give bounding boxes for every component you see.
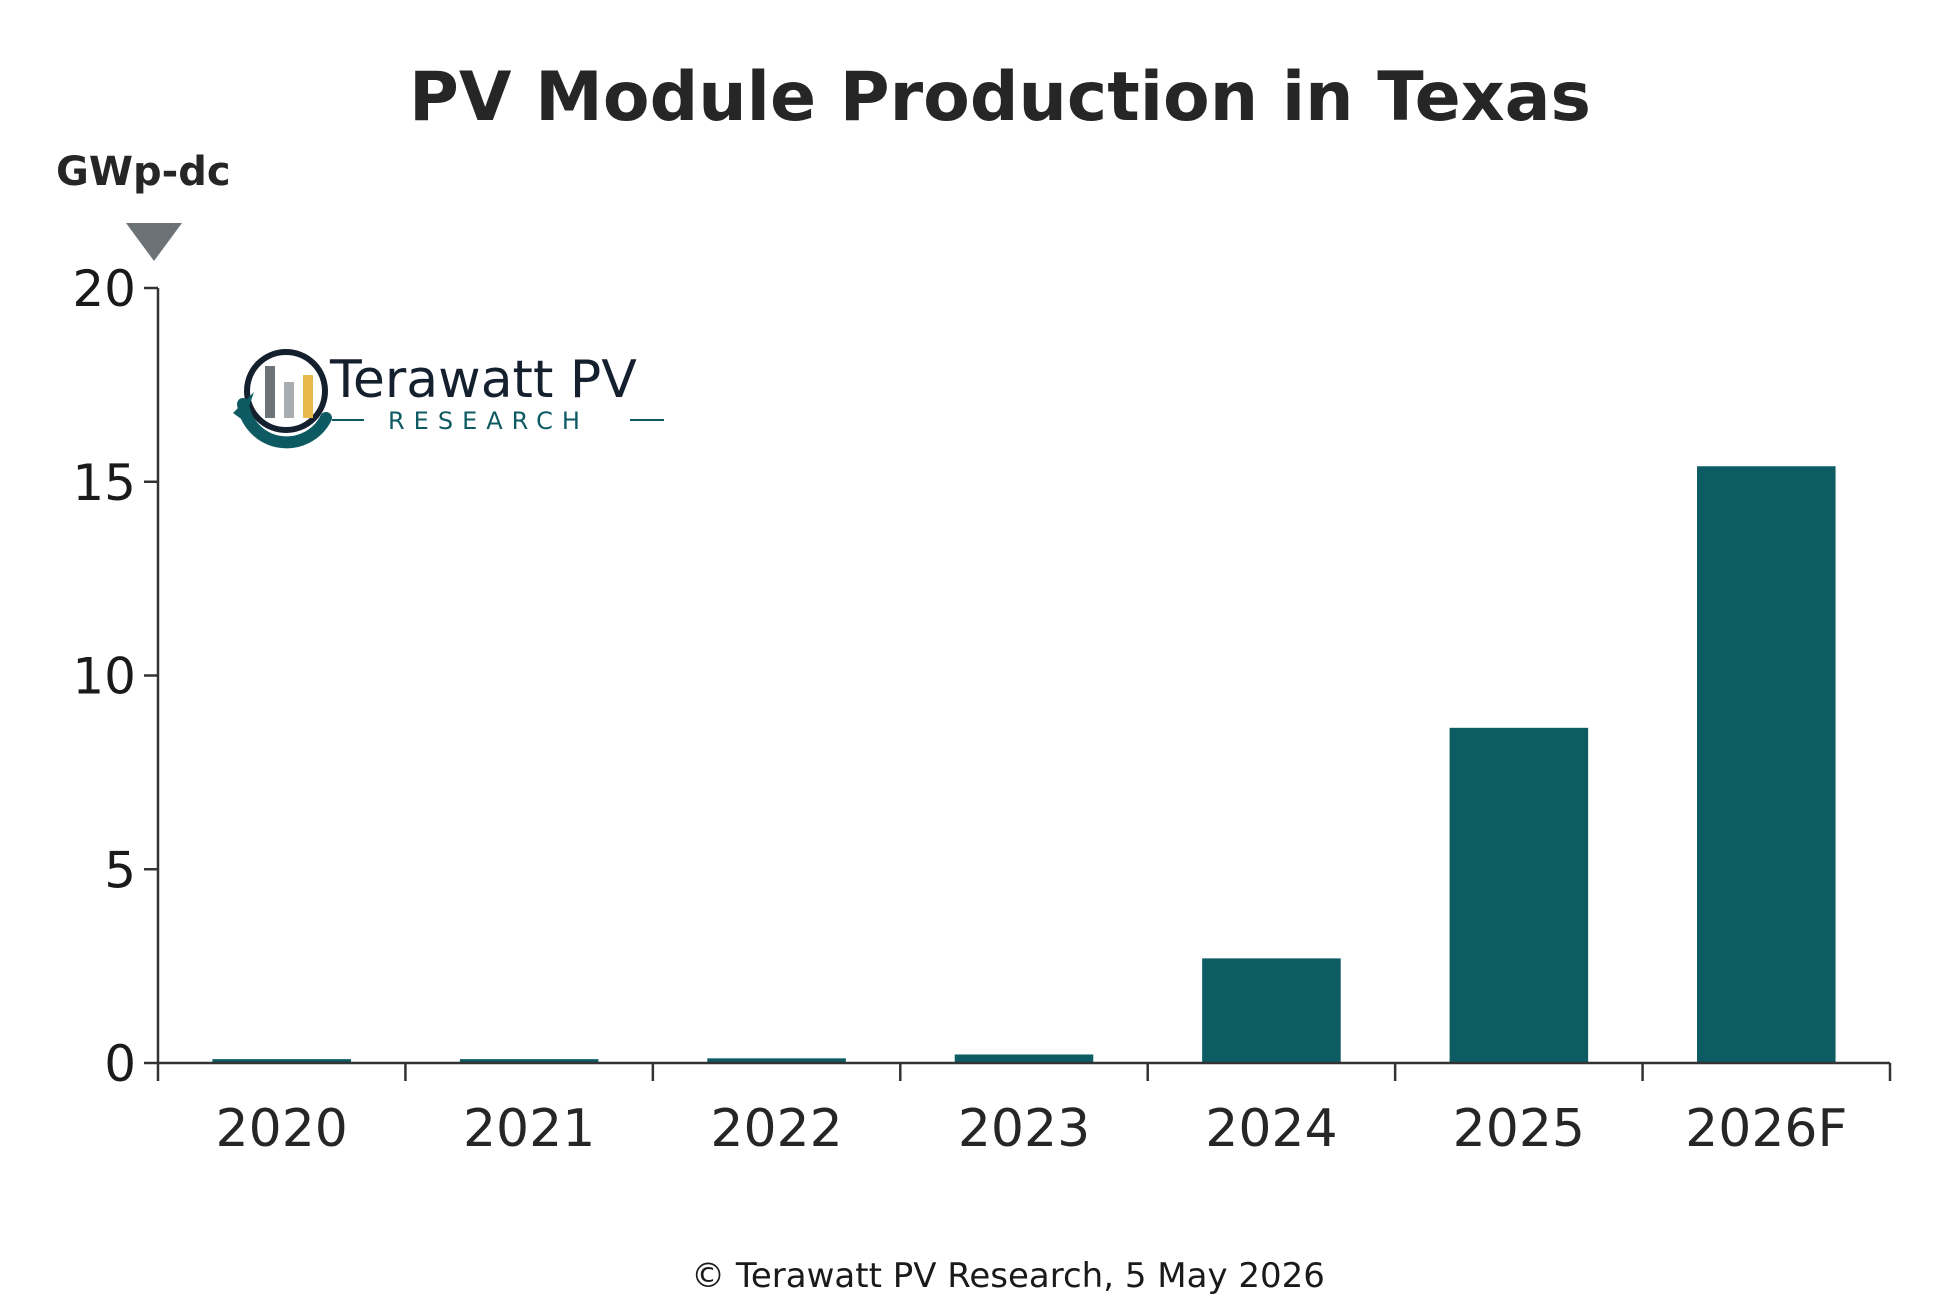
x-axis-ticks: 2020 2021 2022 2023 2024 2025 2026F xyxy=(156,1063,1892,1159)
terawatt-pv-logo: Terawatt PV RESEARCH xyxy=(233,349,664,449)
bar-2026F xyxy=(1697,466,1836,1063)
copyright-footer: © Terawatt PV Research, 5 May 2026 xyxy=(691,1256,1325,1296)
y-tick-label: 5 xyxy=(104,841,136,899)
bar-series xyxy=(212,466,1836,1063)
chart-title: PV Module Production in Texas xyxy=(409,58,1591,137)
logo-subtitle: RESEARCH xyxy=(388,407,589,435)
x-tick-label: 2022 xyxy=(710,1099,842,1159)
x-tick-label: 2020 xyxy=(216,1099,348,1159)
x-tick-label: 2024 xyxy=(1205,1099,1337,1159)
bar-2021 xyxy=(459,1059,599,1063)
x-tick-label: 2021 xyxy=(463,1099,595,1159)
y-tick-label: 15 xyxy=(72,454,136,512)
y-axis-unit-label: GWp-dc xyxy=(56,149,231,195)
x-tick-label: 2026F xyxy=(1685,1099,1847,1159)
bar-2023 xyxy=(954,1054,1094,1063)
bar-2025 xyxy=(1449,727,1589,1063)
y-axis-marker-icon xyxy=(126,223,182,261)
y-tick-label: 20 xyxy=(72,260,136,318)
x-tick-label: 2025 xyxy=(1453,1099,1585,1159)
logo-name: Terawatt PV xyxy=(329,350,637,410)
bar-2020 xyxy=(212,1059,351,1063)
y-tick-label: 0 xyxy=(104,1035,136,1093)
y-axis-ticks: 0 5 10 15 20 xyxy=(72,260,158,1093)
y-tick-label: 10 xyxy=(72,648,136,706)
bar-2022 xyxy=(707,1058,846,1063)
logo-emblem-icon xyxy=(233,349,332,449)
bar-2024 xyxy=(1202,958,1341,1063)
x-tick-label: 2023 xyxy=(958,1099,1090,1159)
